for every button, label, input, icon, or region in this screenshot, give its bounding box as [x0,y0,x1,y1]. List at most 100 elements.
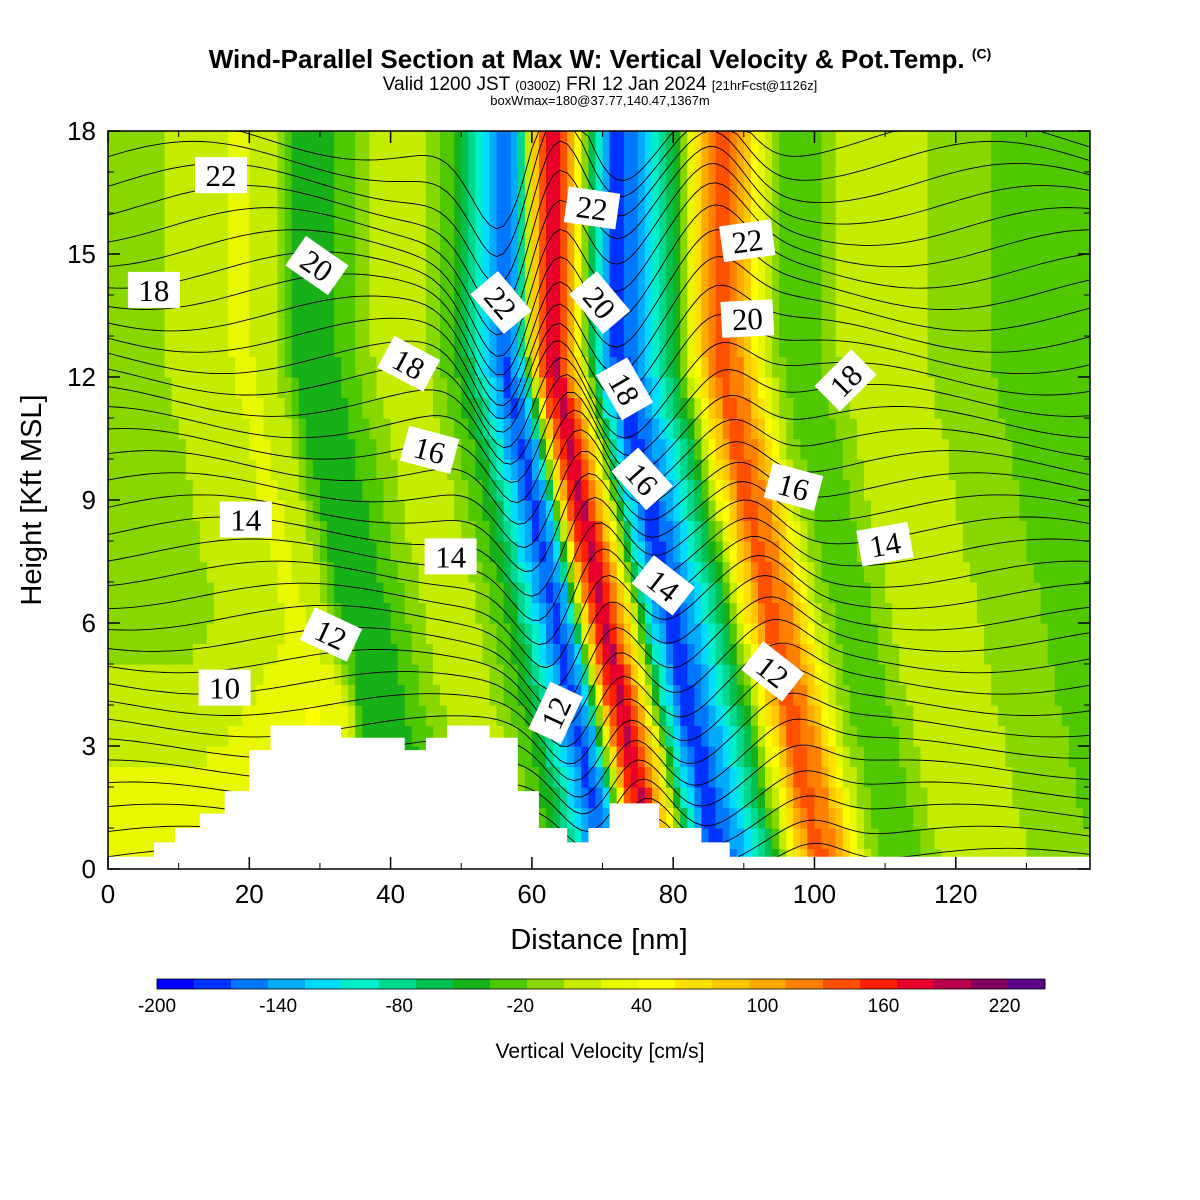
w-cell [941,315,950,337]
w-cell [376,213,385,235]
w-cell [687,192,695,214]
w-cell [553,746,561,768]
w-cell [708,582,717,604]
w-cell [793,746,801,768]
w-cell [602,172,611,194]
w-cell [369,725,378,747]
w-cell [976,397,985,419]
w-cell [482,459,491,481]
w-cell [1012,356,1020,378]
w-cell [376,582,385,604]
w-cell [722,213,731,235]
w-cell [1068,643,1077,665]
w-cell [242,623,250,645]
w-cell [348,274,356,296]
w-cell [108,438,116,460]
w-cell [567,459,575,481]
w-cell [560,438,568,460]
w-cell [786,582,794,604]
w-cell [115,643,123,665]
w-cell [976,192,985,214]
w-cell [390,643,399,665]
w-cell [899,418,907,440]
w-cell [842,664,851,686]
w-cell [369,377,378,399]
w-cell [404,377,413,399]
w-cell [680,807,688,829]
w-cell [334,684,342,706]
w-cell [666,787,674,809]
w-cell [715,397,724,419]
w-cell [616,643,625,665]
w-cell [715,787,724,809]
w-cell [164,582,173,604]
w-cell [468,233,476,255]
w-cell [948,192,957,214]
w-cell [715,602,724,624]
w-cell [800,582,809,604]
w-cell [574,356,582,378]
w-cell [489,500,498,522]
w-cell [319,500,328,522]
w-cell [199,377,208,399]
w-cell [228,213,236,235]
w-cell [948,213,957,235]
w-cell [249,151,257,173]
w-cell [341,418,349,440]
w-cell [814,500,823,522]
w-cell [362,151,370,173]
w-cell [757,623,766,645]
w-cell [129,643,137,665]
w-cell [235,295,243,317]
w-cell [708,766,717,788]
w-cell [998,192,1006,214]
w-cell [680,520,688,542]
w-cell [475,623,484,645]
w-cell [920,705,929,727]
w-cell [341,315,349,337]
w-cell [150,725,159,747]
w-cell [538,807,547,829]
w-cell [786,172,794,194]
w-cell [729,479,738,501]
w-cell [722,151,731,173]
w-cell [305,479,314,501]
w-cell [1012,766,1020,788]
w-cell [567,541,575,563]
w-cell [1026,561,1035,583]
w-cell [206,500,215,522]
w-cell [432,315,441,337]
w-cell [284,664,293,686]
w-cell [440,131,448,153]
w-cell [560,541,568,563]
w-cell [666,274,674,296]
w-cell [256,561,265,583]
w-cell [687,623,695,645]
w-cell [913,787,922,809]
w-cell [404,623,413,645]
w-cell [432,274,441,296]
w-cell [171,192,180,214]
w-cell [828,459,837,481]
w-cell [680,336,688,358]
w-cell [984,828,992,850]
w-cell [722,459,731,481]
w-cell [206,746,215,768]
w-cell [920,274,929,296]
w-cell [765,356,773,378]
w-cell [546,151,554,173]
w-cell [927,520,936,542]
w-cell [553,623,561,645]
w-cell [213,787,222,809]
w-cell [715,172,724,194]
w-cell [404,459,413,481]
w-cell [129,151,137,173]
w-cell [906,725,914,747]
w-cell [927,233,936,255]
w-cell [1005,582,1013,604]
w-cell [701,623,710,645]
w-cell [574,151,582,173]
w-cell [991,254,999,276]
w-cell [560,192,568,214]
w-cell [1068,602,1077,624]
